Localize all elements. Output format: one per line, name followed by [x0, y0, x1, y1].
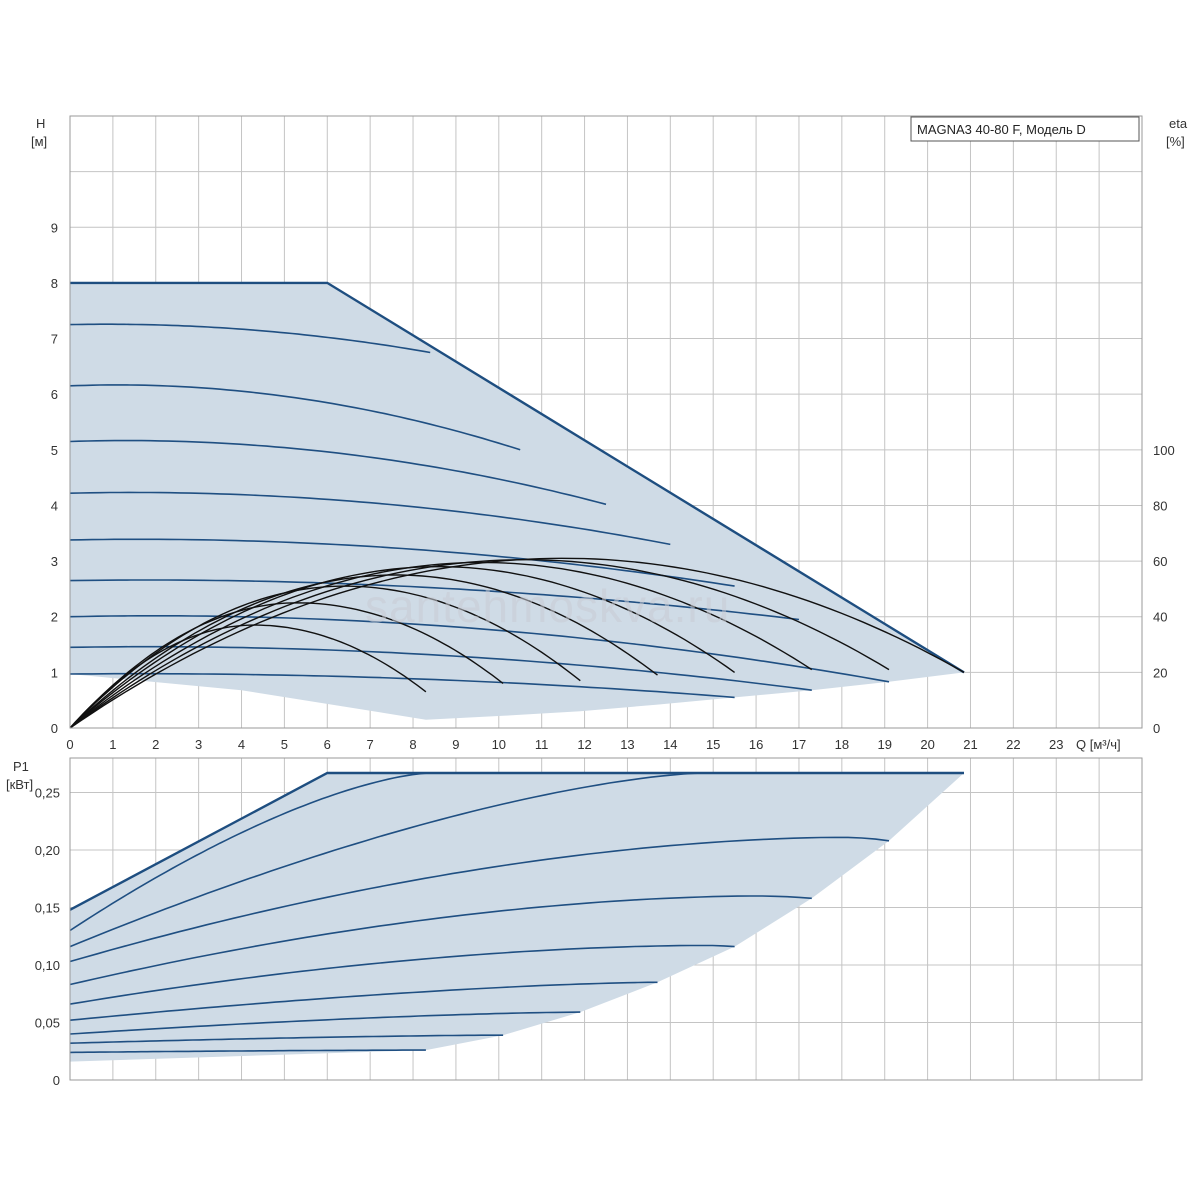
efficiency-axis-unit: [%]	[1166, 134, 1185, 149]
power-tick-label: 0,25	[35, 786, 60, 801]
flow-tick-label: 13	[620, 737, 634, 752]
flow-tick-label: 19	[877, 737, 891, 752]
head-tick-label: 2	[51, 610, 58, 625]
power-speed-curve	[69, 772, 705, 948]
power-axis-label: P1	[13, 759, 29, 774]
head-speed-curve	[69, 439, 607, 506]
head-tick-label: 0	[51, 721, 58, 736]
flow-tick-label: 7	[367, 737, 374, 752]
head-tick-label: 7	[51, 332, 58, 347]
legend-model-name: MAGNA3 40-80 F, Модель D	[917, 122, 1086, 137]
flow-tick-label: 9	[452, 737, 459, 752]
power-speed-curve	[69, 895, 812, 986]
power-operating-area-fill	[70, 773, 964, 1062]
efficiency-curve	[69, 559, 890, 729]
power-axis-unit: [кВт]	[6, 777, 33, 792]
power-curves	[69, 771, 964, 1054]
head-tick-label: 9	[51, 220, 58, 235]
power-tick-label: 0	[53, 1073, 60, 1088]
power-speed-curve	[69, 1049, 426, 1054]
efficiency-curve	[69, 602, 504, 729]
efficiency-tick-label: 40	[1153, 610, 1167, 625]
head-tick-label: 6	[51, 387, 58, 402]
head-speed-curve	[69, 579, 800, 621]
head-curves	[69, 281, 965, 699]
flow-tick-label: 12	[577, 737, 591, 752]
watermark: santehmoskva.ru	[365, 580, 730, 632]
flow-tick-label: 23	[1049, 737, 1063, 752]
flow-tick-label: 15	[706, 737, 720, 752]
head-axis-label: H	[36, 116, 45, 131]
power-tick-label: 0,20	[35, 843, 60, 858]
flow-x-tick-labels: 0 1 2 3 4 5 6 7 8 9 10 11 12 13 14 15 16 17 18 19 20 21 22 23	[66, 737, 1063, 752]
power-tick-label: 0,15	[35, 901, 60, 916]
head-tick-label: 5	[51, 443, 58, 458]
head-speed-curve	[69, 323, 431, 354]
head-plot-frame	[69, 115, 1143, 729]
efficiency-curve	[69, 557, 965, 729]
efficiency-tick-label: 20	[1153, 665, 1167, 680]
power-max-envelope-line	[69, 771, 964, 911]
power-tick-label: 0,10	[35, 958, 60, 973]
head-speed-curve	[69, 538, 735, 587]
efficiency-curve	[69, 561, 813, 729]
flow-tick-label: 3	[195, 737, 202, 752]
flow-tick-label: 5	[281, 737, 288, 752]
head-speed-curve	[69, 491, 671, 546]
flow-tick-label: 22	[1006, 737, 1020, 752]
flow-tick-label: 16	[749, 737, 763, 752]
head-tick-label: 1	[51, 665, 58, 680]
power-operating-area	[70, 773, 964, 1062]
legend-box: MAGNA3 40-80 F, Модель D	[910, 116, 1140, 142]
efficiency-curves	[69, 557, 965, 729]
power-speed-curve	[69, 1011, 581, 1035]
power-speed-curve	[69, 944, 735, 1005]
flow-tick-label: 10	[492, 737, 506, 752]
flow-tick-label: 0	[66, 737, 73, 752]
head-operating-area-fill	[70, 282, 964, 720]
efficiency-tick-label: 60	[1153, 554, 1167, 569]
legend-frame	[910, 116, 1140, 142]
flow-tick-label: 14	[663, 737, 677, 752]
head-tick-label: 4	[51, 498, 58, 513]
head-max-envelope-line	[70, 281, 965, 674]
power-speed-curve	[69, 981, 658, 1021]
power-speed-curve	[69, 836, 890, 963]
head-tick-label: 8	[51, 276, 58, 291]
head-axis-unit: [м]	[31, 134, 47, 149]
head-speed-curve	[69, 384, 521, 451]
power-speed-curve	[69, 1034, 504, 1044]
efficiency-tick-label: 100	[1153, 443, 1175, 458]
power-plot-frame	[69, 757, 1143, 1081]
efficiency-y-tick-labels: 0 20 40 60 80 100	[1153, 443, 1175, 736]
flow-tick-label: 21	[963, 737, 977, 752]
efficiency-axis-label: eta	[1169, 116, 1188, 131]
flow-tick-label: 18	[835, 737, 849, 752]
flow-tick-label: 8	[409, 737, 416, 752]
head-operating-area	[70, 282, 964, 720]
flow-tick-label: 6	[324, 737, 331, 752]
efficiency-tick-label: 80	[1153, 498, 1167, 513]
head-y-tick-labels: 0 1 2 3 4 5 6 7 8 9	[51, 220, 58, 736]
flow-tick-label: 11	[535, 737, 549, 752]
power-tick-label: 0,05	[35, 1016, 60, 1031]
flow-tick-label: 1	[109, 737, 116, 752]
flow-tick-label: 20	[920, 737, 934, 752]
head-tick-label: 3	[51, 554, 58, 569]
flow-tick-label: 2	[152, 737, 159, 752]
head-speed-curve	[69, 645, 812, 691]
power-y-tick-labels: 0 0,05 0,10 0,15 0,20 0,25	[35, 786, 60, 1089]
power-speed-curve	[69, 772, 431, 932]
flow-tick-label: 4	[238, 737, 245, 752]
flow-axis-label: Q [м³/ч]	[1076, 737, 1121, 752]
flow-tick-label: 17	[792, 737, 806, 752]
head-speed-curve	[69, 672, 735, 699]
efficiency-tick-label: 0	[1153, 721, 1160, 736]
head-speed-curve	[69, 615, 890, 683]
power-panel: 0 0,05 0,10 0,15 0,20 0,25 P1 [кВт]	[6, 757, 1143, 1089]
